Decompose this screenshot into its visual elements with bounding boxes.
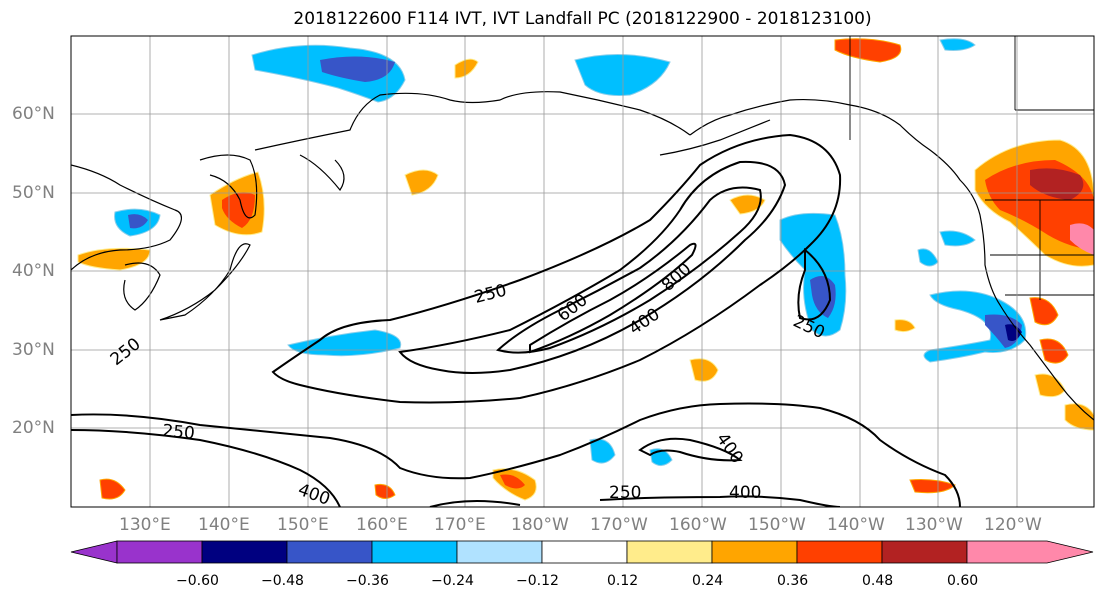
colorbar-segment xyxy=(371,540,458,564)
colorbar-segment xyxy=(286,540,373,564)
lon-label: 150°E xyxy=(277,515,329,535)
lon-label: 130°W xyxy=(905,515,963,535)
coastlines xyxy=(71,91,1094,421)
lon-label: 130°E xyxy=(119,515,171,535)
lat-label: 40°N xyxy=(12,261,55,281)
colorbar-tick-label: −0.48 xyxy=(261,573,304,589)
colorbar-segment xyxy=(201,540,288,564)
colorbar-tick-label: −0.12 xyxy=(516,573,559,589)
political-borders xyxy=(849,36,1094,300)
colorbar-tick-label: 0.60 xyxy=(947,573,979,589)
map-frame xyxy=(70,35,1095,508)
colorbar-segment xyxy=(626,540,713,564)
colorbar-tick-label: −0.36 xyxy=(346,573,389,589)
colorbar-segment xyxy=(116,540,203,564)
lat-label: 30°N xyxy=(12,340,55,360)
map-title: 2018122600 F114 IVT, IVT Landfall PC (20… xyxy=(293,9,872,29)
colorbar-tick-label: 0.48 xyxy=(862,573,894,589)
lon-label: 140°E xyxy=(198,515,250,535)
colorbar-segment xyxy=(711,540,798,564)
lat-label: 60°N xyxy=(12,104,55,124)
colorbar-segment xyxy=(456,540,543,564)
lon-label: 160°W xyxy=(669,515,727,535)
colorbar-segment xyxy=(881,540,968,564)
lon-label: 150°W xyxy=(748,515,806,535)
colorbar-tick-label: −0.24 xyxy=(431,573,474,589)
lon-label: 140°W xyxy=(827,515,885,535)
lat-label: 50°N xyxy=(12,183,55,203)
colorbar-segment xyxy=(541,540,628,564)
colorbar-tick-label: 0.36 xyxy=(777,573,809,589)
lon-label: 160°E xyxy=(356,515,408,535)
lon-label: 120°W xyxy=(984,515,1042,535)
contour-label: 400 xyxy=(729,483,761,503)
contour-label: 250 xyxy=(162,421,196,444)
anomaly-patches xyxy=(77,38,1094,501)
lon-label: 170°W xyxy=(590,515,648,535)
colorbar-tick-label: 0.12 xyxy=(607,573,639,589)
contour-label: 250 xyxy=(609,483,641,503)
colorbar xyxy=(70,540,1094,564)
colorbar-max-extension xyxy=(966,540,1094,564)
colorbar-segment xyxy=(796,540,883,564)
lon-label: 170°E xyxy=(434,515,486,535)
colorbar-tick-label: −0.60 xyxy=(176,573,219,589)
colorbar-tick-label: 0.24 xyxy=(692,573,724,589)
lon-label: 180°W xyxy=(511,515,569,535)
lat-label: 20°N xyxy=(12,418,55,438)
ivt-contours xyxy=(71,133,961,507)
colorbar-min-extension xyxy=(70,540,118,564)
